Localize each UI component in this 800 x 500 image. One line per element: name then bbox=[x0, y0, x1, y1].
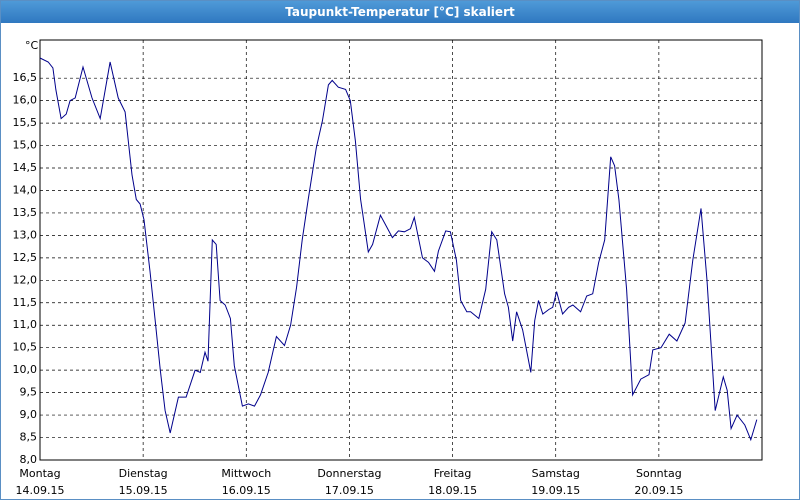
y-tick-label: 15,0 bbox=[13, 139, 38, 152]
y-tick-label: 8,0 bbox=[20, 453, 38, 466]
y-tick-label: 11,0 bbox=[13, 318, 38, 331]
x-tick-date: 14.09.15 bbox=[16, 484, 65, 497]
window-title: Taupunkt-Temperatur [°C] skaliert bbox=[1, 1, 799, 23]
x-tick-date: 18.09.15 bbox=[428, 484, 477, 497]
y-tick-label: 14,5 bbox=[13, 161, 38, 174]
y-tick-label: 9,0 bbox=[20, 408, 38, 421]
x-tick-label: Sonntag bbox=[636, 467, 682, 480]
x-tick-date: 15.09.15 bbox=[119, 484, 168, 497]
y-tick-label: 9,5 bbox=[20, 386, 38, 399]
y-tick-label: 8,5 bbox=[20, 431, 38, 444]
x-tick-label: Dienstag bbox=[119, 467, 168, 480]
y-tick-label: 10,0 bbox=[13, 363, 38, 376]
x-tick-label: Samstag bbox=[532, 467, 580, 480]
x-tick-date: 16.09.15 bbox=[222, 484, 271, 497]
y-unit: °C bbox=[25, 39, 39, 52]
line bbox=[39, 57, 758, 442]
plot-area bbox=[39, 39, 763, 461]
x-tick-date: 19.09.15 bbox=[531, 484, 580, 497]
x-tick-label: Mittwoch bbox=[221, 467, 271, 480]
x-tick-date: 17.09.15 bbox=[325, 484, 374, 497]
y-tick-label: 14,0 bbox=[13, 183, 38, 196]
x-tick-label: Donnerstag bbox=[317, 467, 381, 480]
y-tick-label: 13,0 bbox=[13, 228, 38, 241]
x-tick-label: Montag bbox=[19, 467, 60, 480]
y-tick-label: 11,5 bbox=[13, 296, 38, 309]
y-tick-label: 13,5 bbox=[13, 206, 38, 219]
y-tick-label: 12,0 bbox=[13, 273, 38, 286]
y-tick-label: 10,5 bbox=[13, 341, 38, 354]
y-tick-label: 16,0 bbox=[13, 94, 38, 107]
y-tick-label: 12,5 bbox=[13, 251, 38, 264]
y-tick-label: 15,5 bbox=[13, 116, 38, 129]
y-tick-label: 16,5 bbox=[13, 71, 38, 84]
x-tick-label: Freitag bbox=[434, 467, 472, 480]
x-tick-date: 20.09.15 bbox=[634, 484, 683, 497]
